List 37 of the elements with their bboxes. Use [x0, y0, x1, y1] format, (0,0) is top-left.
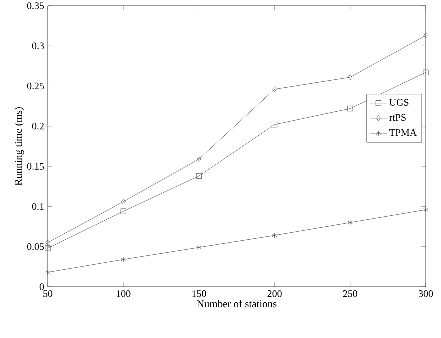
legend-label: rtPS — [390, 114, 406, 122]
point — [272, 232, 278, 238]
point — [348, 74, 353, 80]
y-tick-label: 0.05 — [27, 243, 44, 250]
x-tick-label: 150 — [192, 290, 206, 298]
point — [272, 122, 278, 128]
point — [272, 86, 277, 92]
y-tick-label: 0.2 — [32, 123, 44, 130]
x-tick-label: 300 — [419, 290, 434, 298]
point — [46, 270, 50, 276]
point — [423, 70, 429, 76]
point — [196, 244, 202, 250]
x-tick-label: 250 — [343, 290, 358, 298]
y-tick-label: 0.1 — [32, 203, 44, 210]
point — [121, 199, 126, 205]
y-tick-label: 0.15 — [27, 163, 44, 170]
legend-label: TPMA — [390, 129, 417, 136]
x-tick-label: 200 — [268, 290, 282, 298]
point — [348, 220, 353, 226]
point — [424, 207, 428, 213]
y-tick-label: 0.25 — [27, 82, 44, 90]
legend-label: UGS — [390, 99, 409, 106]
x-tick-label: 50 — [44, 290, 53, 298]
point — [121, 256, 126, 262]
point — [45, 246, 51, 252]
point — [120, 208, 126, 214]
x-tick-label: 100 — [117, 290, 131, 298]
y-axis-title: Running time (ms) — [14, 107, 24, 186]
point — [424, 32, 428, 38]
point — [348, 106, 354, 112]
x-axis-title: Number of stations — [197, 300, 277, 308]
y-tick-label: 0 — [40, 284, 44, 290]
point — [197, 156, 202, 162]
point — [46, 240, 50, 246]
y-tick-label: 0.3 — [32, 42, 44, 50]
point — [196, 173, 202, 179]
y-tick-label: 0.35 — [27, 2, 44, 10]
